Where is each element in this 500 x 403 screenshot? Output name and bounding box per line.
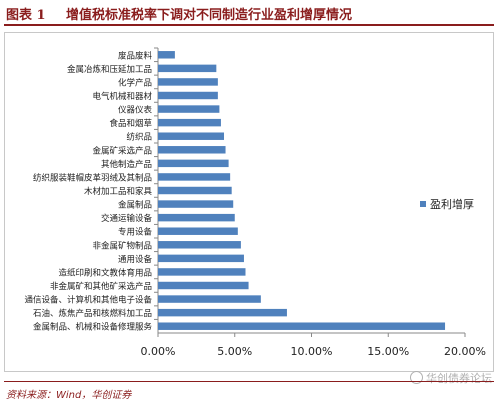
figure-title: 增值税标准税率下调对不同制造行业盈利增厚情况 (66, 8, 353, 23)
x-tick-label: 5.00% (217, 345, 252, 358)
category-label: 金属矿采选产品 (92, 145, 152, 156)
category-label: 非金属矿物制品 (92, 240, 152, 251)
category-label: 电气机械和器材 (92, 91, 152, 102)
header-divider (4, 24, 494, 26)
bar (158, 241, 241, 249)
category-label: 交通运输设备 (101, 213, 153, 224)
x-tick-label: 10.00% (291, 345, 333, 358)
footer-divider (4, 381, 494, 382)
bar (158, 213, 235, 222)
bar (158, 268, 246, 276)
category-label: 废品废料 (118, 50, 153, 61)
category-label: 纺织服装鞋帽皮革羽绒及其制品 (33, 172, 152, 183)
category-label: 其他制造产品 (101, 159, 152, 170)
bar (158, 186, 232, 195)
category-label: 通用设备 (118, 254, 153, 265)
bar (158, 308, 287, 317)
wechat-icon (410, 371, 423, 384)
bar (158, 105, 220, 113)
source-note: 资料来源：Wind，华创证券 (6, 390, 132, 401)
category-label: 专用设备 (118, 227, 153, 238)
chart-frame (4, 32, 494, 372)
category-label: 金属制品、机械和设备修理服务 (33, 322, 153, 333)
category-label: 仪器仪表 (118, 105, 153, 116)
x-tick-label: 0.00% (141, 345, 176, 358)
bar (158, 91, 218, 100)
category-label: 石油、炼焦产品和核燃料加工品 (33, 308, 152, 319)
bar (158, 281, 249, 290)
category-label: 化学产品 (118, 77, 152, 88)
bar (158, 200, 234, 208)
figure-header: 图表 1 增值税标准税率下调对不同制造行业盈利增厚情况 (0, 0, 500, 26)
legend-swatch (420, 201, 426, 207)
bar (158, 159, 229, 168)
figure-label: 图表 1 (6, 8, 46, 23)
bar (158, 254, 244, 263)
bar (158, 132, 225, 140)
category-label: 食品和烟草 (109, 118, 152, 129)
category-label: 通信设备、计算机和其他电子设备 (24, 295, 152, 306)
bar (158, 227, 238, 235)
bar (158, 295, 261, 303)
category-label: 纺织品 (126, 132, 152, 143)
category-label: 木材加工品和家具 (84, 186, 153, 197)
bar (158, 146, 226, 154)
bar (158, 78, 218, 86)
x-tick-label: 15.00% (367, 345, 409, 358)
category-label: 金属制品 (118, 200, 152, 211)
legend-label: 盈利增厚 (430, 197, 474, 211)
bar-chart: 0.00% 5.00% 10.00% 15.00% 20.00% 废品废料金属冶炼和压延加… (24, 47, 486, 358)
watermark: 华创债券论坛 (410, 370, 492, 386)
bar (158, 322, 446, 330)
bar (158, 173, 231, 181)
bar (158, 118, 221, 127)
watermark-text: 华创债券论坛 (426, 372, 492, 385)
category-label: 非金属矿和其他矿采选产品 (50, 281, 152, 292)
bar (158, 64, 217, 73)
category-label: 造纸印刷和文教体育用品 (58, 267, 152, 278)
x-tick-label: 20.00% (444, 345, 486, 358)
category-label: 金属冶炼和压延加工品 (67, 64, 152, 75)
bar (158, 51, 175, 59)
